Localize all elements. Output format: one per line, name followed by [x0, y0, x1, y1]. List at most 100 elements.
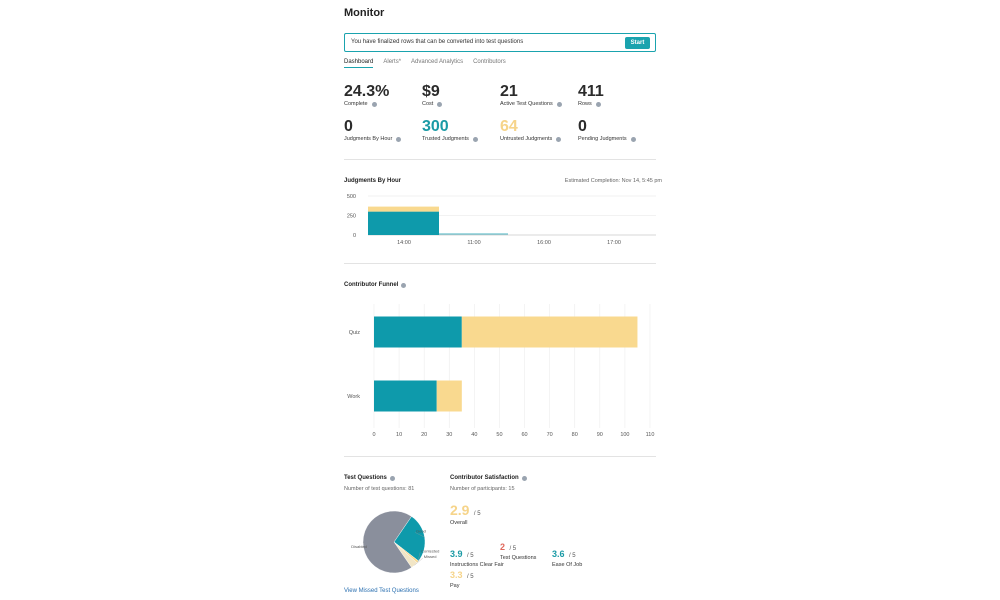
test-questions-title: Test Questions — [344, 475, 395, 481]
satisfaction-denominator: / 5 — [473, 511, 481, 517]
tab-alerts[interactable]: Alerts* — [383, 59, 402, 65]
satisfaction-value: 2 — [500, 542, 506, 552]
info-icon[interactable] — [630, 136, 636, 142]
pie-label-line — [362, 541, 368, 549]
pie-label: Contested — [421, 548, 439, 553]
judgments-chart-title: Judgments By Hour — [344, 178, 402, 184]
stat-value: 24.3% — [344, 83, 390, 100]
info-icon[interactable] — [556, 136, 562, 142]
stat-active-test-questions: 21 Active Test Questions — [500, 83, 562, 107]
satisfaction-denominator: / 5 — [568, 553, 576, 559]
judgments-by-hour-chart: 500 250 0 14:00 11:00 16:00 17:00 — [347, 194, 656, 246]
funnel-bar — [461, 316, 638, 348]
satisfaction-value: 3.3 — [450, 570, 463, 580]
info-icon[interactable] — [371, 101, 377, 107]
pie-label-line — [414, 558, 423, 566]
x-tick-label: 20 — [421, 432, 427, 438]
x-tick-label: 16:00 — [537, 240, 551, 246]
x-tick-label: 30 — [446, 432, 452, 438]
stat-value: 0 — [344, 118, 353, 135]
stat-pending-judgments: 0 Pending Judgments — [578, 118, 636, 142]
x-tick-label: 40 — [471, 432, 477, 438]
x-tick-label: 100 — [620, 432, 629, 438]
pie-slice — [362, 510, 412, 574]
monitor-page: Monitor You have finalized rows that can… — [338, 0, 662, 600]
page-title: Monitor — [344, 7, 385, 19]
stat-untrusted-judgments: 64 Untrusted Judgments — [500, 118, 562, 142]
stat-value: 300 — [422, 118, 449, 135]
judgment-bar — [368, 211, 439, 235]
stat-label: Complete — [344, 101, 368, 107]
judgment-bar — [368, 206, 439, 212]
x-tick-label: 70 — [547, 432, 553, 438]
contributor-funnel-chart: Quiz Work 0 10 20 30 40 50 60 70 80 90 100 110 — [347, 304, 655, 438]
x-tick-label: 50 — [496, 432, 502, 438]
tab-dashboard[interactable]: Dashboard — [344, 59, 374, 68]
stat-label: Pending Judgments — [578, 136, 627, 142]
x-tick-label: 14:00 — [397, 240, 411, 246]
stat-value: $9 — [422, 83, 440, 100]
y-tick-label: 0 — [353, 233, 356, 239]
info-icon[interactable] — [401, 282, 407, 288]
satisfaction-label: Ease Of Job — [552, 562, 583, 568]
x-tick-label: 17:00 — [607, 240, 621, 246]
satisfaction-label: Overall — [450, 520, 468, 526]
stat-judgments-by-hour: 0 Judgments By Hour — [344, 118, 402, 142]
pie-label: Disabled — [351, 544, 367, 549]
stat-complete: 24.3% Complete — [344, 83, 389, 107]
satisfaction-overall: 2.9 / 5 Overall — [450, 502, 481, 526]
satisfaction-value: 2.9 — [450, 502, 470, 518]
stat-trusted-judgments: 300 Trusted Judgments — [422, 118, 478, 142]
test-questions-count: Number of test questions: 81 — [344, 486, 415, 492]
satisfaction-title: Contributor Satisfaction — [450, 475, 527, 481]
x-tick-label: 10 — [396, 432, 402, 438]
satisfaction-instructions: 3.9 / 5 Instructions Clear Fair — [450, 544, 504, 568]
satisfaction-test-questions: 2 / 5 Test Questions — [500, 537, 536, 561]
x-tick-label: 90 — [597, 432, 603, 438]
tab-advanced-analytics[interactable]: Advanced Analytics — [411, 59, 464, 65]
start-button[interactable]: Start — [625, 37, 650, 49]
divider — [344, 456, 656, 457]
info-icon[interactable] — [396, 136, 402, 142]
pie-label: Missed — [424, 554, 437, 559]
x-tick-label: 110 — [646, 432, 655, 438]
x-tick-label: 60 — [521, 432, 527, 438]
funnel-bar — [374, 380, 437, 412]
satisfaction-value: 3.9 — [450, 549, 463, 559]
x-tick-label: 11:00 — [467, 240, 480, 246]
satisfaction-label: Pay — [450, 583, 460, 589]
satisfaction-denominator: / 5 — [466, 553, 474, 559]
stat-value: 64 — [500, 118, 518, 135]
funnel-chart-title: Contributor Funnel — [344, 282, 407, 288]
tab-bar: Dashboard Alerts* Advanced Analytics Con… — [344, 59, 506, 68]
satisfaction-denominator: / 5 — [509, 546, 517, 552]
tab-contributors[interactable]: Contributors — [473, 59, 506, 65]
divider — [344, 263, 656, 264]
funnel-bar — [436, 380, 462, 412]
view-missed-test-questions-link[interactable]: View Missed Test Questions — [344, 588, 419, 594]
satisfaction-label: Instructions Clear Fair — [450, 562, 504, 568]
info-icon[interactable] — [389, 475, 395, 481]
y-tick-label: 250 — [347, 214, 356, 220]
x-tick-label: 0 — [372, 432, 375, 438]
stat-rows: 411 Rows — [578, 83, 604, 107]
info-icon[interactable] — [472, 136, 478, 142]
stat-cost: $9 Cost — [422, 83, 443, 107]
pie-label: Good — [416, 528, 426, 533]
info-icon[interactable] — [521, 475, 527, 481]
banner-text: You have finalized rows that can be conv… — [351, 39, 524, 45]
satisfaction-ease-of-job: 3.6 / 5 Ease Of Job — [552, 544, 582, 568]
info-icon[interactable] — [556, 101, 562, 107]
estimated-completion: Estimated Completion: Nov 14, 5:45 pm — [564, 178, 662, 184]
info-icon[interactable] — [437, 101, 443, 107]
category-label: Work — [347, 394, 360, 400]
info-icon[interactable] — [595, 101, 601, 107]
satisfaction-label: Test Questions — [500, 555, 537, 561]
stat-label: Trusted Judgments — [422, 136, 469, 142]
stat-label: Active Test Questions — [500, 101, 553, 107]
convert-rows-banner: You have finalized rows that can be conv… — [344, 33, 656, 52]
stat-label: Cost — [422, 101, 434, 107]
funnel-bar — [374, 316, 462, 348]
stat-label: Untrusted Judgments — [500, 136, 553, 142]
